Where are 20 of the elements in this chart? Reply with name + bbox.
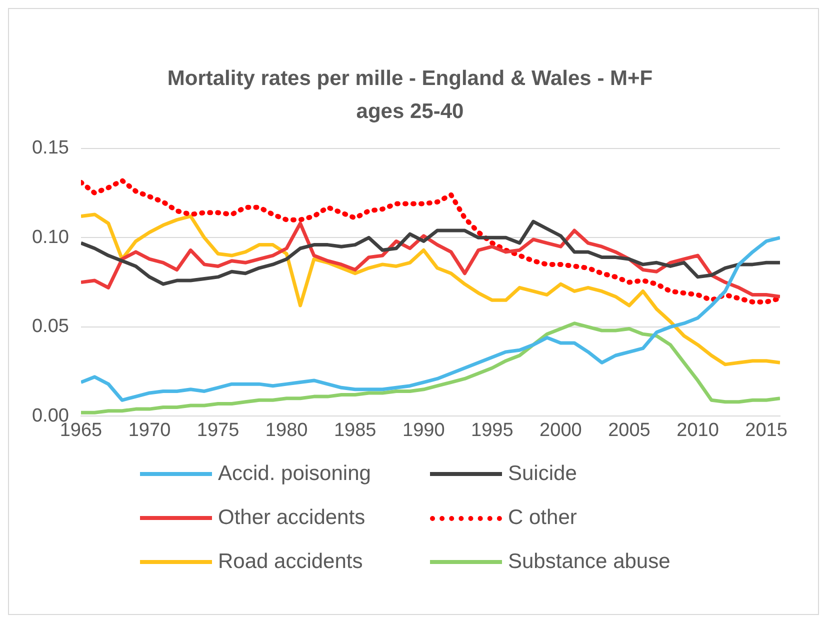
y-tick-label: 0.15 bbox=[32, 138, 69, 159]
legend-label: Suicide bbox=[508, 462, 577, 486]
chart-title: Mortality rates per mille - England & Wales - M+F ages 25-40 bbox=[166, 66, 654, 125]
x-tick-label: 1985 bbox=[334, 420, 376, 441]
y-tick-label: 0.10 bbox=[32, 226, 69, 248]
x-tick-label: 2015 bbox=[745, 420, 788, 441]
x-tick-label: 1975 bbox=[196, 420, 240, 441]
legend-label: C other bbox=[508, 506, 577, 530]
x-tick-label: 2000 bbox=[540, 420, 582, 441]
x-tick-label: 2005 bbox=[608, 420, 650, 441]
x-tick-label: 1995 bbox=[471, 420, 514, 441]
x-tick-label: 1980 bbox=[265, 420, 308, 441]
x-tick-label: 1990 bbox=[402, 420, 445, 441]
x-tick-label: 1970 bbox=[128, 420, 171, 441]
legend-label: Accid. poisoning bbox=[218, 462, 371, 486]
legend-label: Road accidents bbox=[218, 550, 363, 574]
legend-label: Substance abuse bbox=[508, 550, 670, 574]
y-tick-label: 0.05 bbox=[32, 316, 69, 338]
x-tick-label: 2010 bbox=[676, 420, 719, 441]
legend-label: Other accidents bbox=[218, 506, 366, 530]
